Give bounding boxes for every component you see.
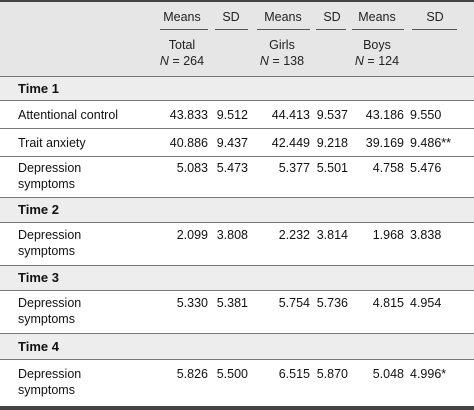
- row-separator: [0, 290, 474, 291]
- cell-value: 2.232: [278, 228, 310, 242]
- row-separator: [0, 76, 474, 77]
- cell-value: 9.512: [216, 108, 248, 122]
- cell-value: 5.473: [216, 161, 248, 175]
- section-time-4: Time 4: [0, 334, 474, 359]
- cell-value: 39.169: [365, 136, 404, 150]
- cell-value: 5.736: [316, 296, 348, 310]
- cell-value: 9.218: [316, 136, 348, 150]
- table-row: Depression symptoms 5.083 5.473 5.377 5.…: [0, 157, 474, 197]
- row-label: Attentional control: [18, 108, 119, 122]
- cell-value: 4.758: [372, 161, 404, 175]
- section-time-2: Time 2: [0, 198, 474, 222]
- row-separator: [0, 128, 474, 129]
- row-separator: [0, 333, 474, 334]
- table-row: Attentional control 43.833 9.512 44.413 …: [0, 101, 474, 128]
- row-separator: [0, 100, 474, 101]
- table-row: Depression symptoms 5.330 5.381 5.754 5.…: [0, 291, 474, 333]
- row-label: Depression: [18, 161, 82, 175]
- cell-value: 5.826: [176, 367, 208, 381]
- cell-value: 4.815: [372, 296, 404, 310]
- cell-value: 5.500: [216, 367, 248, 381]
- section-time-1: Time 1: [0, 77, 474, 100]
- header-underline: [412, 29, 457, 30]
- row-separator: [0, 156, 474, 157]
- cell-value: 2.099: [176, 228, 208, 242]
- cell-value: 5.048: [372, 367, 404, 381]
- cell-value: 5.754: [278, 296, 310, 310]
- group-boys-label: Boys: [363, 38, 391, 52]
- row-separator: [0, 265, 474, 266]
- table-bottom-rule: [0, 406, 474, 410]
- header-underline: [215, 29, 248, 30]
- cell-value: 5.476: [410, 161, 442, 175]
- row-label: Depression: [18, 367, 82, 381]
- header-underline: [160, 29, 208, 30]
- cell-value: 5.377: [278, 161, 310, 175]
- cell-value: 9.437: [216, 136, 248, 150]
- group-girls-label: Girls: [269, 38, 295, 52]
- cell-value: 4.996*: [410, 367, 447, 381]
- header-sd-boys: SD: [426, 10, 444, 24]
- cell-value: 44.413: [271, 108, 310, 122]
- row-label: Depression: [18, 296, 82, 310]
- header-means-boys: Means: [358, 10, 396, 24]
- cell-value: 4.954: [410, 296, 442, 310]
- cell-value: 3.808: [216, 228, 248, 242]
- cell-value: 43.186: [365, 108, 404, 122]
- cell-value: 6.515: [278, 367, 310, 381]
- row-label: symptoms: [18, 383, 75, 397]
- section-time-3: Time 3: [0, 266, 474, 290]
- row-label: Trait anxiety: [18, 136, 86, 150]
- row-label: symptoms: [18, 244, 75, 258]
- cell-value: 5.870: [316, 367, 348, 381]
- cell-value: 1.968: [372, 228, 404, 242]
- header-means-total: Means: [163, 10, 201, 24]
- n-boys: N = 124: [354, 54, 400, 68]
- table-row: Depression symptoms 2.099 3.808 2.232 3.…: [0, 223, 474, 265]
- header-sd-girls: SD: [323, 10, 341, 24]
- cell-value: 9.486**: [410, 136, 452, 150]
- row-label: Depression: [18, 228, 82, 242]
- n-total: N = 264: [159, 54, 205, 68]
- table-row: Depression symptoms 5.826 5.500 6.515 5.…: [0, 360, 474, 406]
- row-separator: [0, 359, 474, 360]
- cell-value: 3.838: [410, 228, 442, 242]
- header-sd-total: SD: [222, 10, 240, 24]
- row-label: symptoms: [18, 177, 75, 191]
- cell-value: 3.814: [316, 228, 348, 242]
- row-separator: [0, 197, 474, 198]
- table-header: Means SD Means SD Means SD Total N = 264…: [0, 2, 474, 76]
- n-girls: N = 138: [259, 54, 305, 68]
- table-row: Trait anxiety 40.886 9.437 42.449 9.218 …: [0, 129, 474, 156]
- cell-value: 5.381: [216, 296, 248, 310]
- header-means-girls: Means: [264, 10, 302, 24]
- row-separator: [0, 222, 474, 223]
- cell-value: 43.833: [169, 108, 208, 122]
- header-underline: [257, 29, 310, 30]
- cell-value: 40.886: [169, 136, 208, 150]
- cell-value: 9.537: [316, 108, 348, 122]
- cell-value: 9.550: [410, 108, 442, 122]
- header-underline: [316, 29, 346, 30]
- cell-value: 5.330: [176, 296, 208, 310]
- cell-value: 5.083: [176, 161, 208, 175]
- group-total-label: Total: [168, 38, 196, 52]
- cell-value: 5.501: [316, 161, 348, 175]
- header-underline: [352, 29, 404, 30]
- row-label: symptoms: [18, 312, 75, 326]
- cell-value: 42.449: [271, 136, 310, 150]
- table-top-rule: [0, 0, 474, 2]
